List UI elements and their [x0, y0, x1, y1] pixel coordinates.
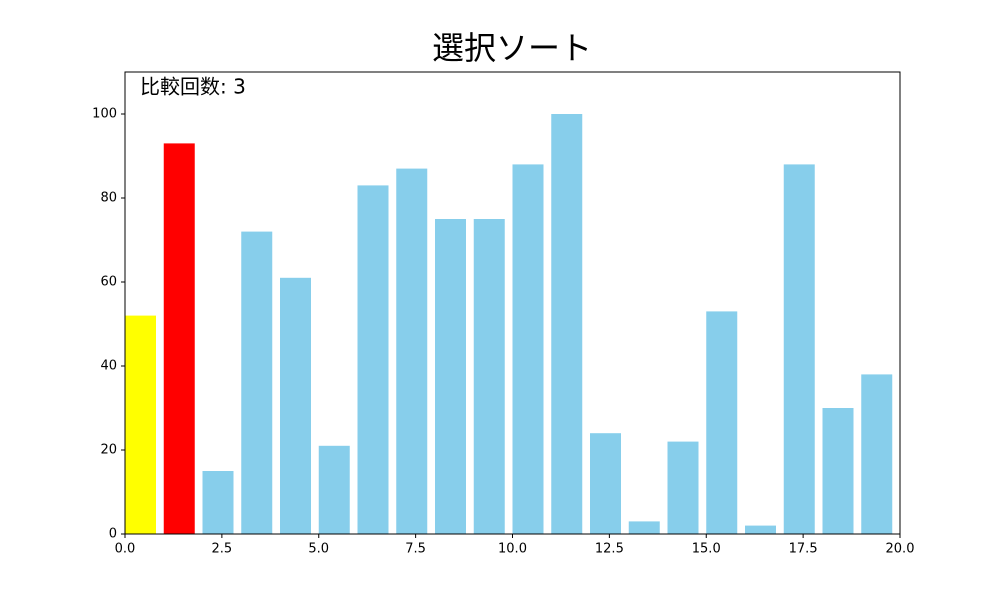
bar: [551, 114, 583, 534]
x-tick-label: 0.0: [115, 542, 136, 557]
bar: [822, 408, 854, 534]
x-tick-label: 15.0: [692, 542, 721, 557]
bar: [473, 219, 505, 534]
bar: [396, 168, 428, 534]
y-tick-label: 20: [100, 443, 117, 458]
bar: [706, 311, 738, 534]
x-tick-label: 12.5: [595, 542, 624, 557]
x-tick-label: 10.0: [498, 542, 527, 557]
bar: [435, 219, 466, 534]
bar: [590, 433, 621, 534]
bar: [357, 185, 389, 534]
bar: [318, 445, 350, 534]
annotation: 比較回数: 3: [140, 75, 246, 99]
bar: [163, 143, 195, 534]
bar: [280, 277, 311, 534]
bar: [861, 374, 893, 534]
y-tick-label: 60: [100, 275, 117, 290]
y-tick-label: 80: [100, 191, 117, 206]
bar: [202, 471, 234, 534]
bar: [125, 315, 156, 534]
x-tick-label: 2.5: [212, 542, 233, 557]
x-tick-label: 5.0: [308, 542, 329, 557]
y-tick-label: 0: [109, 527, 117, 542]
bar: [745, 525, 776, 534]
bar: [241, 231, 273, 534]
bar: [512, 164, 544, 534]
x-tick-label: 7.5: [405, 542, 426, 557]
y-tick-label: 40: [100, 359, 117, 374]
bar: [783, 164, 815, 534]
x-tick-label: 20.0: [886, 542, 915, 557]
chart-title: 選択ソート: [432, 29, 592, 67]
y-tick-label: 100: [92, 107, 117, 122]
bar: [628, 521, 660, 534]
bar: [667, 441, 699, 534]
x-tick-label: 17.5: [789, 542, 818, 557]
